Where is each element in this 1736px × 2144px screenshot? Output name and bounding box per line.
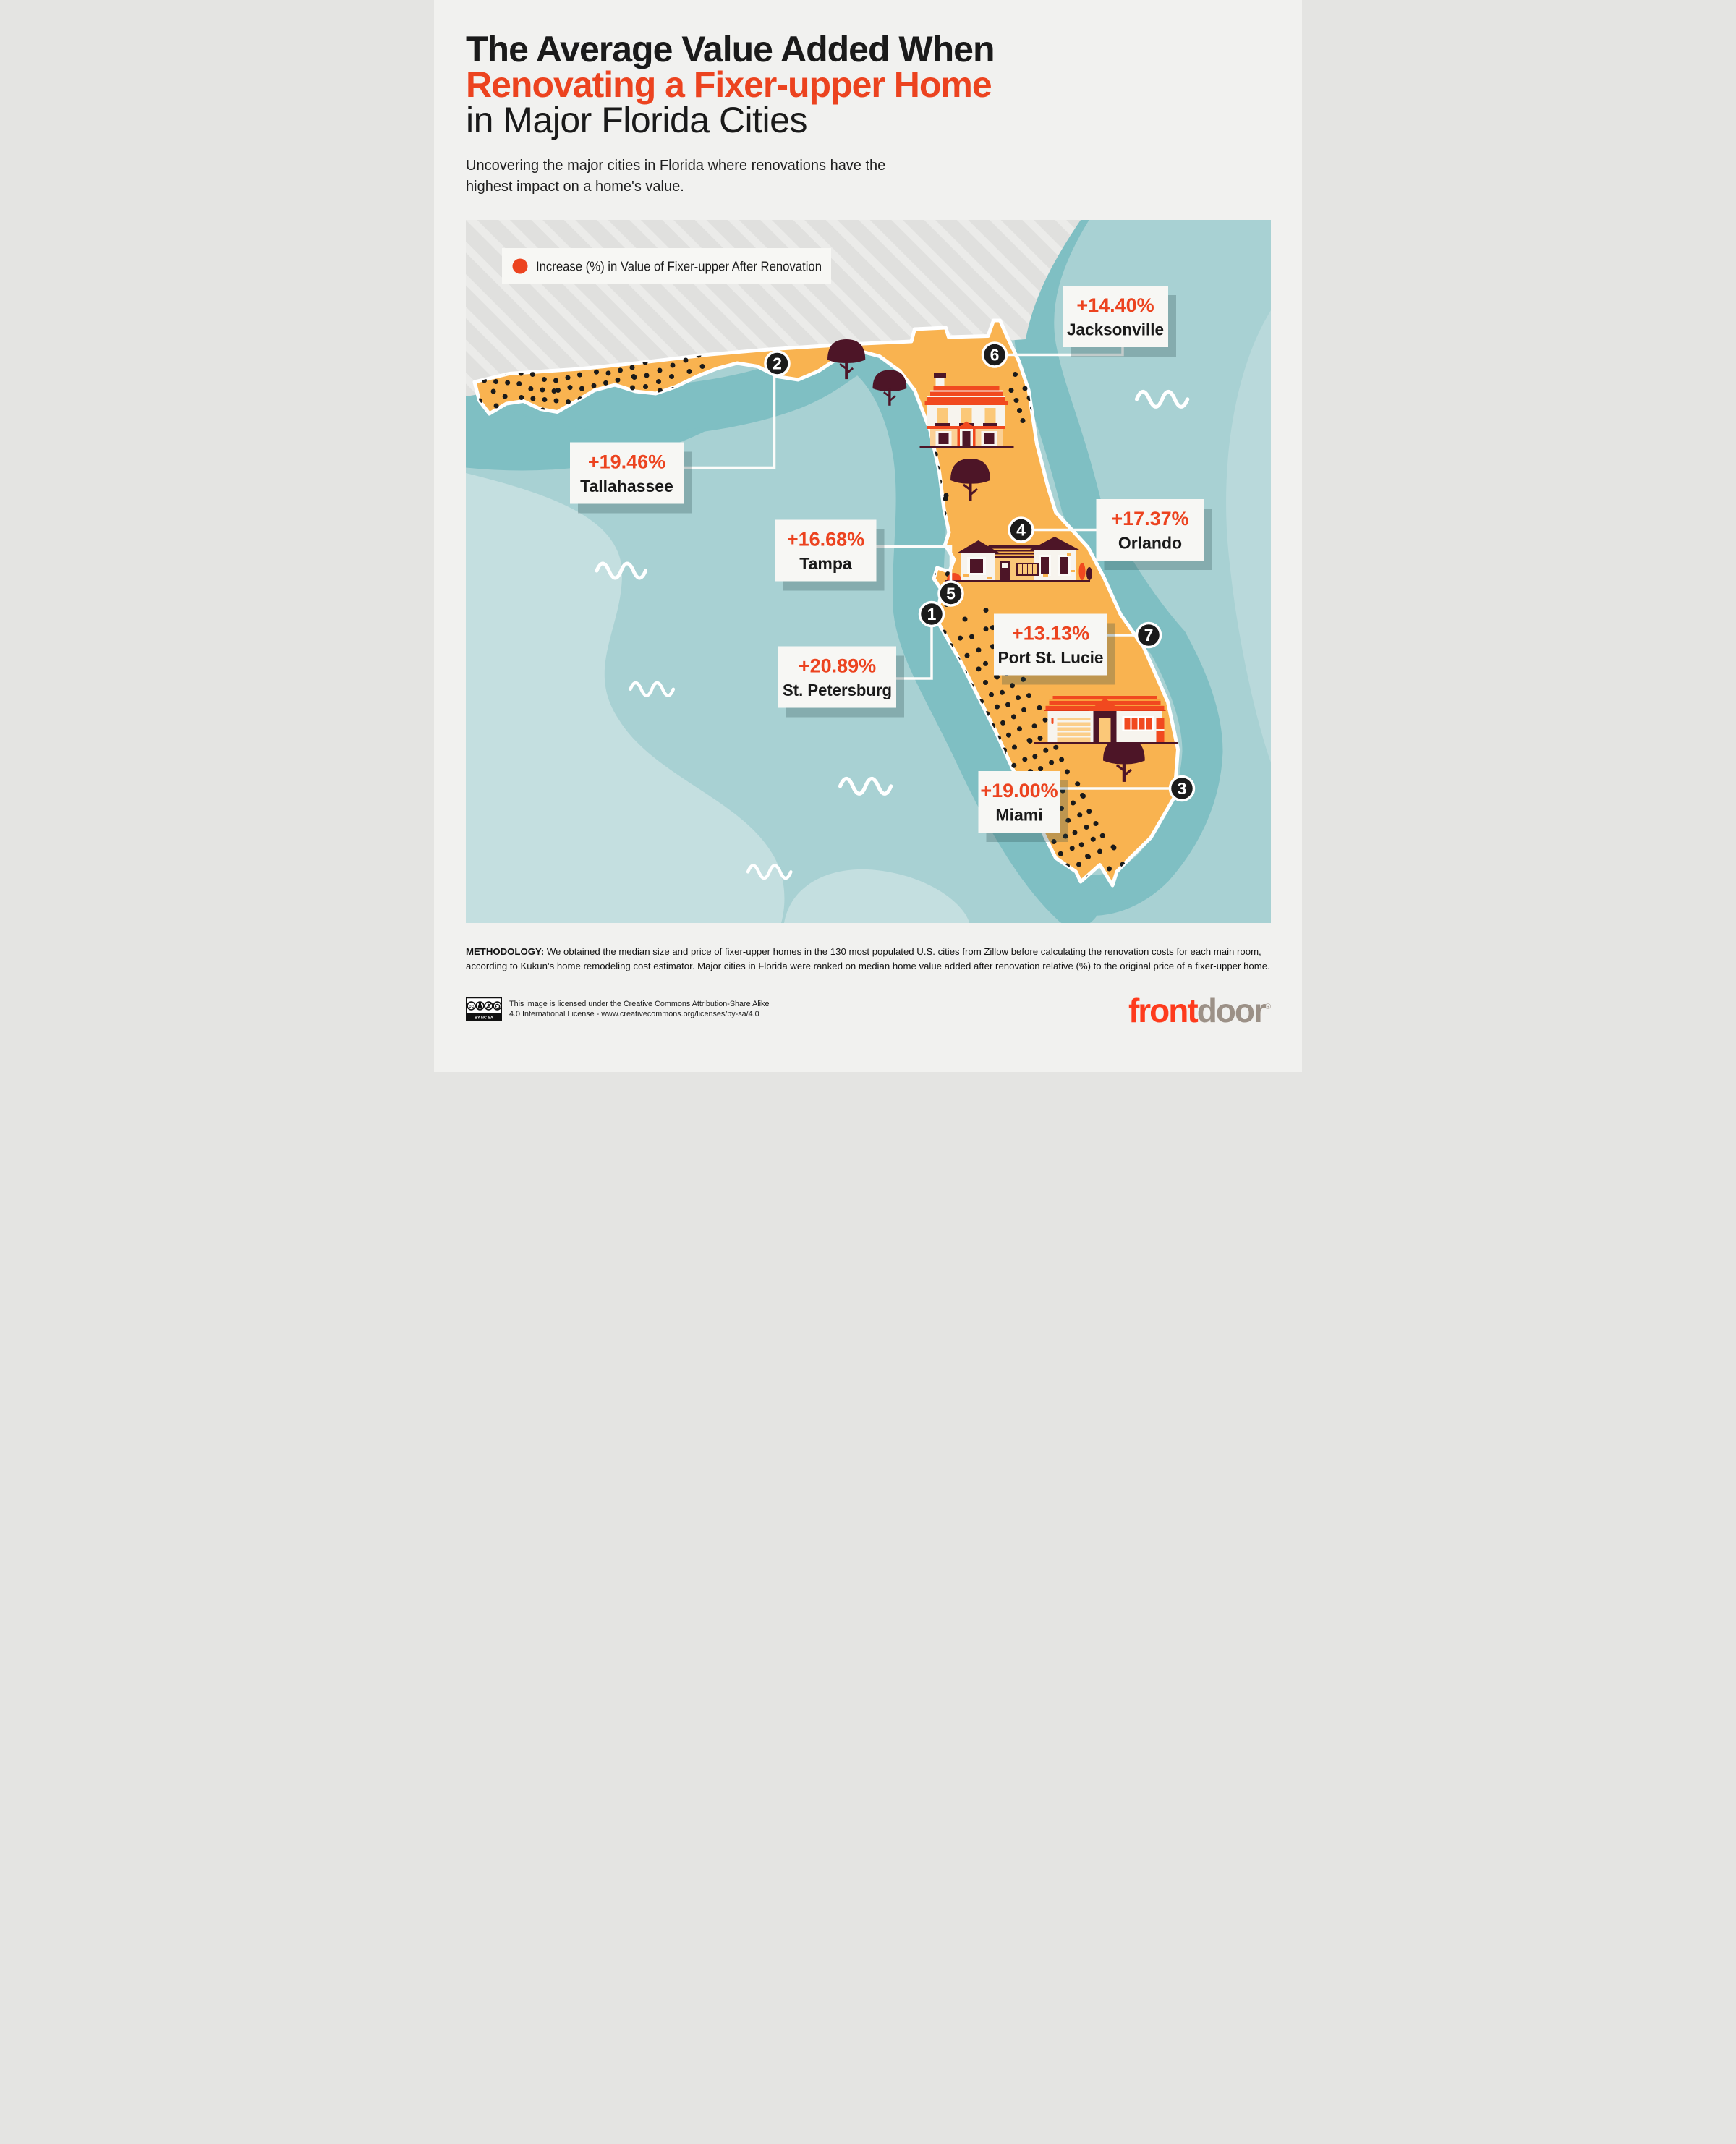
- city-name: St. Petersburg: [783, 681, 892, 699]
- city-label-miami: +19.00% Miami: [978, 771, 1068, 842]
- label-connectors: [684, 347, 1182, 790]
- license-line-1: This image is licensed under the Creativ…: [509, 999, 770, 1008]
- logo-front: front: [1128, 992, 1199, 1029]
- house-illustration-colonial: [919, 373, 1014, 448]
- title-line-1: The Average Value Added When: [466, 29, 995, 69]
- legend: Increase (%) in Value of Fixer-upper Aft…: [502, 248, 831, 284]
- marker-orlando: 4: [1008, 516, 1034, 543]
- city-markers: 1 2 3 4 5 6 7: [764, 341, 1196, 802]
- methodology-text: METHODOLOGY: We obtained the median size…: [466, 945, 1271, 974]
- house-illustration-ranch: [945, 537, 1092, 582]
- infographic-page: The Average Value Added When Renovating …: [434, 0, 1302, 1072]
- city-name: Tampa: [799, 554, 852, 573]
- pct-value: +14.40%: [1076, 294, 1154, 316]
- license-text: This image is licensed under the Creativ…: [509, 999, 769, 1019]
- marker-number: 3: [1178, 779, 1187, 798]
- city-label-port-st-lucie: +13.13% Port St. Lucie: [994, 613, 1115, 685]
- city-name: Orlando: [1118, 534, 1182, 553]
- methodology-body: We obtained the median size and price of…: [466, 946, 1270, 971]
- license-block: cc $ BY NC SA This image is licensed und…: [466, 997, 769, 1021]
- light-water-gulf: [466, 473, 785, 923]
- connector-st-petersburg: [896, 614, 933, 680]
- city-labels: +14.40% Jacksonville +19.46% Tallahassee…: [570, 286, 1212, 842]
- frontdoor-logo: frontdoor®: [1128, 992, 1271, 1027]
- license-line-2: 4.0 International License - www.creative…: [509, 1009, 760, 1018]
- pct-value: +19.46%: [588, 451, 665, 473]
- connector-tallahassee: [684, 360, 776, 469]
- city-label-tallahassee: +19.46% Tallahassee: [570, 442, 692, 514]
- marker-jacksonville: 6: [981, 341, 1008, 368]
- marker-tallahassee: 2: [764, 350, 791, 377]
- pct-value: +16.68%: [787, 529, 864, 550]
- florida-map: 1 2 3 4 5 6 7 Increase (%) in Value of F…: [434, 189, 1271, 927]
- light-water-south: [784, 869, 969, 923]
- marker-tampa: 5: [937, 580, 964, 607]
- footer: cc $ BY NC SA This image is licensed und…: [466, 992, 1271, 1027]
- legend-label: Increase (%) in Value of Fixer-upper Aft…: [536, 260, 822, 274]
- city-label-tampa: +16.68% Tampa: [775, 519, 885, 591]
- city-name: Tallahassee: [580, 477, 673, 495]
- marker-number: 1: [927, 605, 937, 624]
- marker-port-st-lucie: 7: [1135, 621, 1162, 649]
- dark-water-blob: [466, 394, 719, 471]
- logo-registered-mark: ®: [1264, 1003, 1271, 1011]
- light-water-east: [1226, 310, 1271, 762]
- city-label-jacksonville: +14.40% Jacksonville: [1063, 286, 1176, 357]
- pct-value: +13.13%: [1012, 623, 1089, 645]
- marker-number: 6: [990, 346, 1000, 365]
- pct-value: +17.37%: [1111, 508, 1188, 529]
- legend-dot-icon: [512, 258, 528, 274]
- creative-commons-badge-icon: cc $ BY NC SA: [466, 997, 502, 1021]
- title-line-2: Renovating a Fixer-upper Home: [466, 64, 992, 105]
- city-name: Miami: [995, 806, 1042, 825]
- legend-box: [502, 248, 831, 284]
- marker-number: 4: [1016, 521, 1026, 540]
- house-illustration-garage: [1034, 696, 1178, 744]
- title-line-3: in Major Florida Cities: [466, 100, 807, 140]
- methodology-label: METHODOLOGY:: [466, 946, 545, 957]
- subtitle: Uncovering the major cities in Florida w…: [466, 158, 886, 195]
- dark-water-band-gulf: [434, 320, 1101, 927]
- marker-number: 7: [1144, 626, 1154, 645]
- page-title: The Average Value Added When Renovating …: [466, 29, 1270, 140]
- logo-door: door: [1196, 992, 1267, 1029]
- dark-water-band-east: [1013, 189, 1223, 916]
- marker-miami: 3: [1168, 775, 1196, 802]
- marker-number: 5: [946, 584, 956, 603]
- connector-tampa: [876, 545, 953, 594]
- marker-number: 2: [773, 354, 782, 373]
- map-canvas: 1 2 3 4 5 6 7 Increase (%) in Value of F…: [434, 189, 1271, 927]
- pct-value: +19.00%: [980, 780, 1058, 801]
- city-name: Jacksonville: [1067, 320, 1164, 339]
- city-name: Port St. Lucie: [998, 648, 1104, 667]
- pct-value: +20.89%: [799, 655, 876, 677]
- connector-jacksonville: [995, 347, 1124, 357]
- svg-text:cc: cc: [469, 1004, 475, 1009]
- cc-badge-labels: BY NC SA: [475, 1016, 493, 1020]
- city-label-orlando: +17.37% Orlando: [1096, 499, 1212, 570]
- city-label-st-petersburg: +20.89% St. Petersburg: [778, 646, 904, 718]
- marker-st-petersburg: 1: [918, 600, 945, 628]
